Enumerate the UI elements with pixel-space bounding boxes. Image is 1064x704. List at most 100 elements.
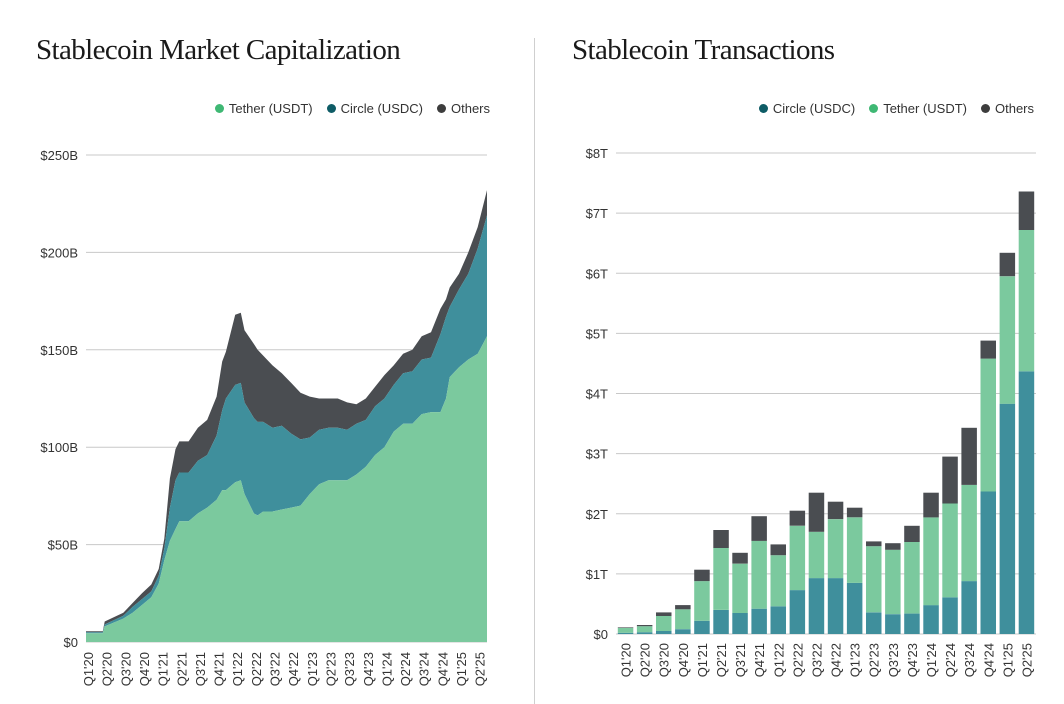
others-area [86, 190, 487, 633]
y-tick-label: $5T [586, 326, 608, 341]
bar-circle [732, 613, 748, 634]
y-tick-label: $1T [586, 567, 608, 582]
bar-tether [999, 276, 1016, 404]
market-cap-legend: Tether (USDT) Circle (USDC) Others [214, 101, 490, 116]
bar-others [694, 569, 710, 582]
bar-others [732, 552, 748, 564]
bar-others [808, 492, 825, 532]
bar-others [961, 427, 977, 485]
bar-tether [636, 626, 653, 633]
x-tick-label: Q3'20 [118, 652, 133, 686]
x-tick-label: Q2'24 [398, 652, 413, 686]
x-tick-label: Q1'22 [230, 652, 245, 686]
x-tick-label: Q2'24 [943, 643, 958, 677]
legend-item-others: Others [980, 101, 1034, 116]
bar-circle [942, 597, 958, 634]
bar-others [675, 605, 691, 610]
legend-label-circle: Circle (USDC) [340, 101, 423, 116]
bar-others [923, 492, 939, 518]
x-tick-label: Q4'22 [829, 643, 844, 677]
bar-tether [923, 517, 939, 606]
x-tick-label: Q4'24 [435, 652, 450, 686]
bar-tether [885, 549, 901, 615]
bar-others [656, 612, 672, 616]
x-tick-label: Q3'23 [886, 643, 901, 677]
x-tick-label: Q2'23 [867, 643, 882, 677]
y-tick-label: $7T [586, 206, 608, 221]
bar-tether [770, 555, 786, 607]
x-tick-label: Q1'23 [305, 652, 320, 686]
x-tick-label: Q3'20 [657, 643, 672, 677]
transactions-panel: Stablecoin Transactions Circle (USDC) Te… [536, 0, 1064, 704]
x-tick-label: Q2'22 [249, 652, 264, 686]
bar-tether [656, 616, 672, 631]
x-tick-label: Q2'20 [638, 643, 653, 677]
legend-dot-tether [214, 104, 224, 113]
bar-tether [713, 548, 729, 610]
bar-circle [923, 605, 939, 634]
bar-circle [636, 632, 653, 634]
x-tick-label: Q2'25 [1019, 643, 1034, 677]
legend-label-others: Others [994, 101, 1034, 116]
y-tick-label: $200B [40, 245, 78, 260]
bar-others [942, 456, 958, 504]
x-tick-label: Q3'24 [962, 643, 977, 677]
legend-label-tether: Tether (USDT) [883, 101, 967, 116]
y-tick-label: $3T [586, 447, 608, 462]
x-tick-label: Q2'22 [790, 643, 805, 677]
y-tick-label: $8T [586, 146, 608, 161]
transactions-title: Stablecoin Transactions [572, 34, 835, 66]
bar-circle [751, 608, 767, 634]
x-tick-label: Q1'22 [771, 643, 786, 677]
x-tick-label: Q4'23 [905, 643, 920, 677]
legend-dot-tether [869, 104, 879, 113]
legend-dot-circle [326, 104, 336, 113]
legend-item-circle: Circle (USDC) [326, 101, 423, 116]
bar-others [904, 525, 920, 542]
bar-circle [885, 614, 901, 634]
x-tick-label: Q3'23 [342, 652, 357, 686]
bar-others [751, 516, 767, 541]
y-tick-label: $2T [586, 507, 608, 522]
x-tick-label: Q2'21 [174, 652, 189, 686]
bar-tether [1018, 230, 1035, 372]
bar-tether [980, 358, 996, 492]
x-tick-label: Q1'24 [379, 652, 394, 686]
x-tick-label: Q3'21 [733, 643, 748, 677]
bar-tether [808, 531, 825, 579]
x-tick-label: Q3'24 [417, 652, 432, 686]
bar-tether [617, 628, 634, 633]
bar-others [846, 507, 863, 518]
bar-tether [789, 525, 806, 591]
x-tick-label: Q2'23 [323, 652, 338, 686]
legend-label-circle: Circle (USDC) [772, 101, 856, 116]
market-cap-title: Stablecoin Market Capitalization [36, 34, 401, 66]
x-tick-label: Q1'21 [156, 652, 171, 686]
x-tick-label: Q4'20 [676, 643, 691, 677]
bar-tether [751, 540, 767, 609]
bar-circle [866, 612, 882, 634]
x-tick-label: Q2'21 [714, 643, 729, 677]
tether-area [86, 336, 487, 642]
bar-circle [656, 631, 672, 634]
bar-circle [827, 578, 844, 634]
bar-tether [866, 546, 882, 613]
bar-others [636, 625, 653, 627]
x-tick-label: Q1'20 [81, 652, 96, 686]
bar-circle [980, 491, 996, 634]
bar-tether [846, 517, 863, 583]
bar-others [789, 510, 806, 526]
panel-divider [534, 38, 535, 704]
x-tick-label: Q1'25 [1000, 643, 1015, 677]
bar-others [980, 340, 996, 359]
bar-circle [770, 606, 786, 634]
bar-others [866, 541, 882, 547]
y-tick-label: $150B [40, 343, 78, 358]
bar-circle [675, 629, 691, 634]
x-tick-label: Q1'24 [924, 643, 939, 677]
bar-tether [694, 581, 710, 621]
x-tick-label: Q4'24 [981, 643, 996, 677]
transactions-legend: Circle (USDC) Tether (USDT) Others [758, 101, 1034, 116]
y-tick-label: $0 [594, 627, 608, 642]
